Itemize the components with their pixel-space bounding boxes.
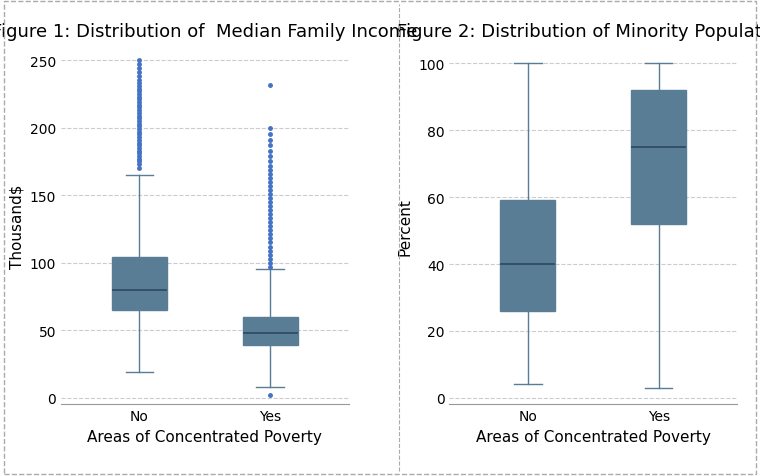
PathPatch shape (500, 201, 556, 311)
Title: Figure 1: Distribution of  Median Family Income: Figure 1: Distribution of Median Family … (0, 22, 417, 40)
Title: Figure 2: Distribution of Minority Population: Figure 2: Distribution of Minority Popul… (397, 22, 760, 40)
PathPatch shape (242, 317, 298, 345)
PathPatch shape (632, 91, 686, 224)
X-axis label: Areas of Concentrated Poverty: Areas of Concentrated Poverty (476, 429, 711, 444)
Y-axis label: Percent: Percent (397, 197, 413, 255)
X-axis label: Areas of Concentrated Poverty: Areas of Concentrated Poverty (87, 429, 322, 444)
PathPatch shape (112, 258, 166, 310)
Y-axis label: Thousand$: Thousand$ (9, 184, 24, 268)
